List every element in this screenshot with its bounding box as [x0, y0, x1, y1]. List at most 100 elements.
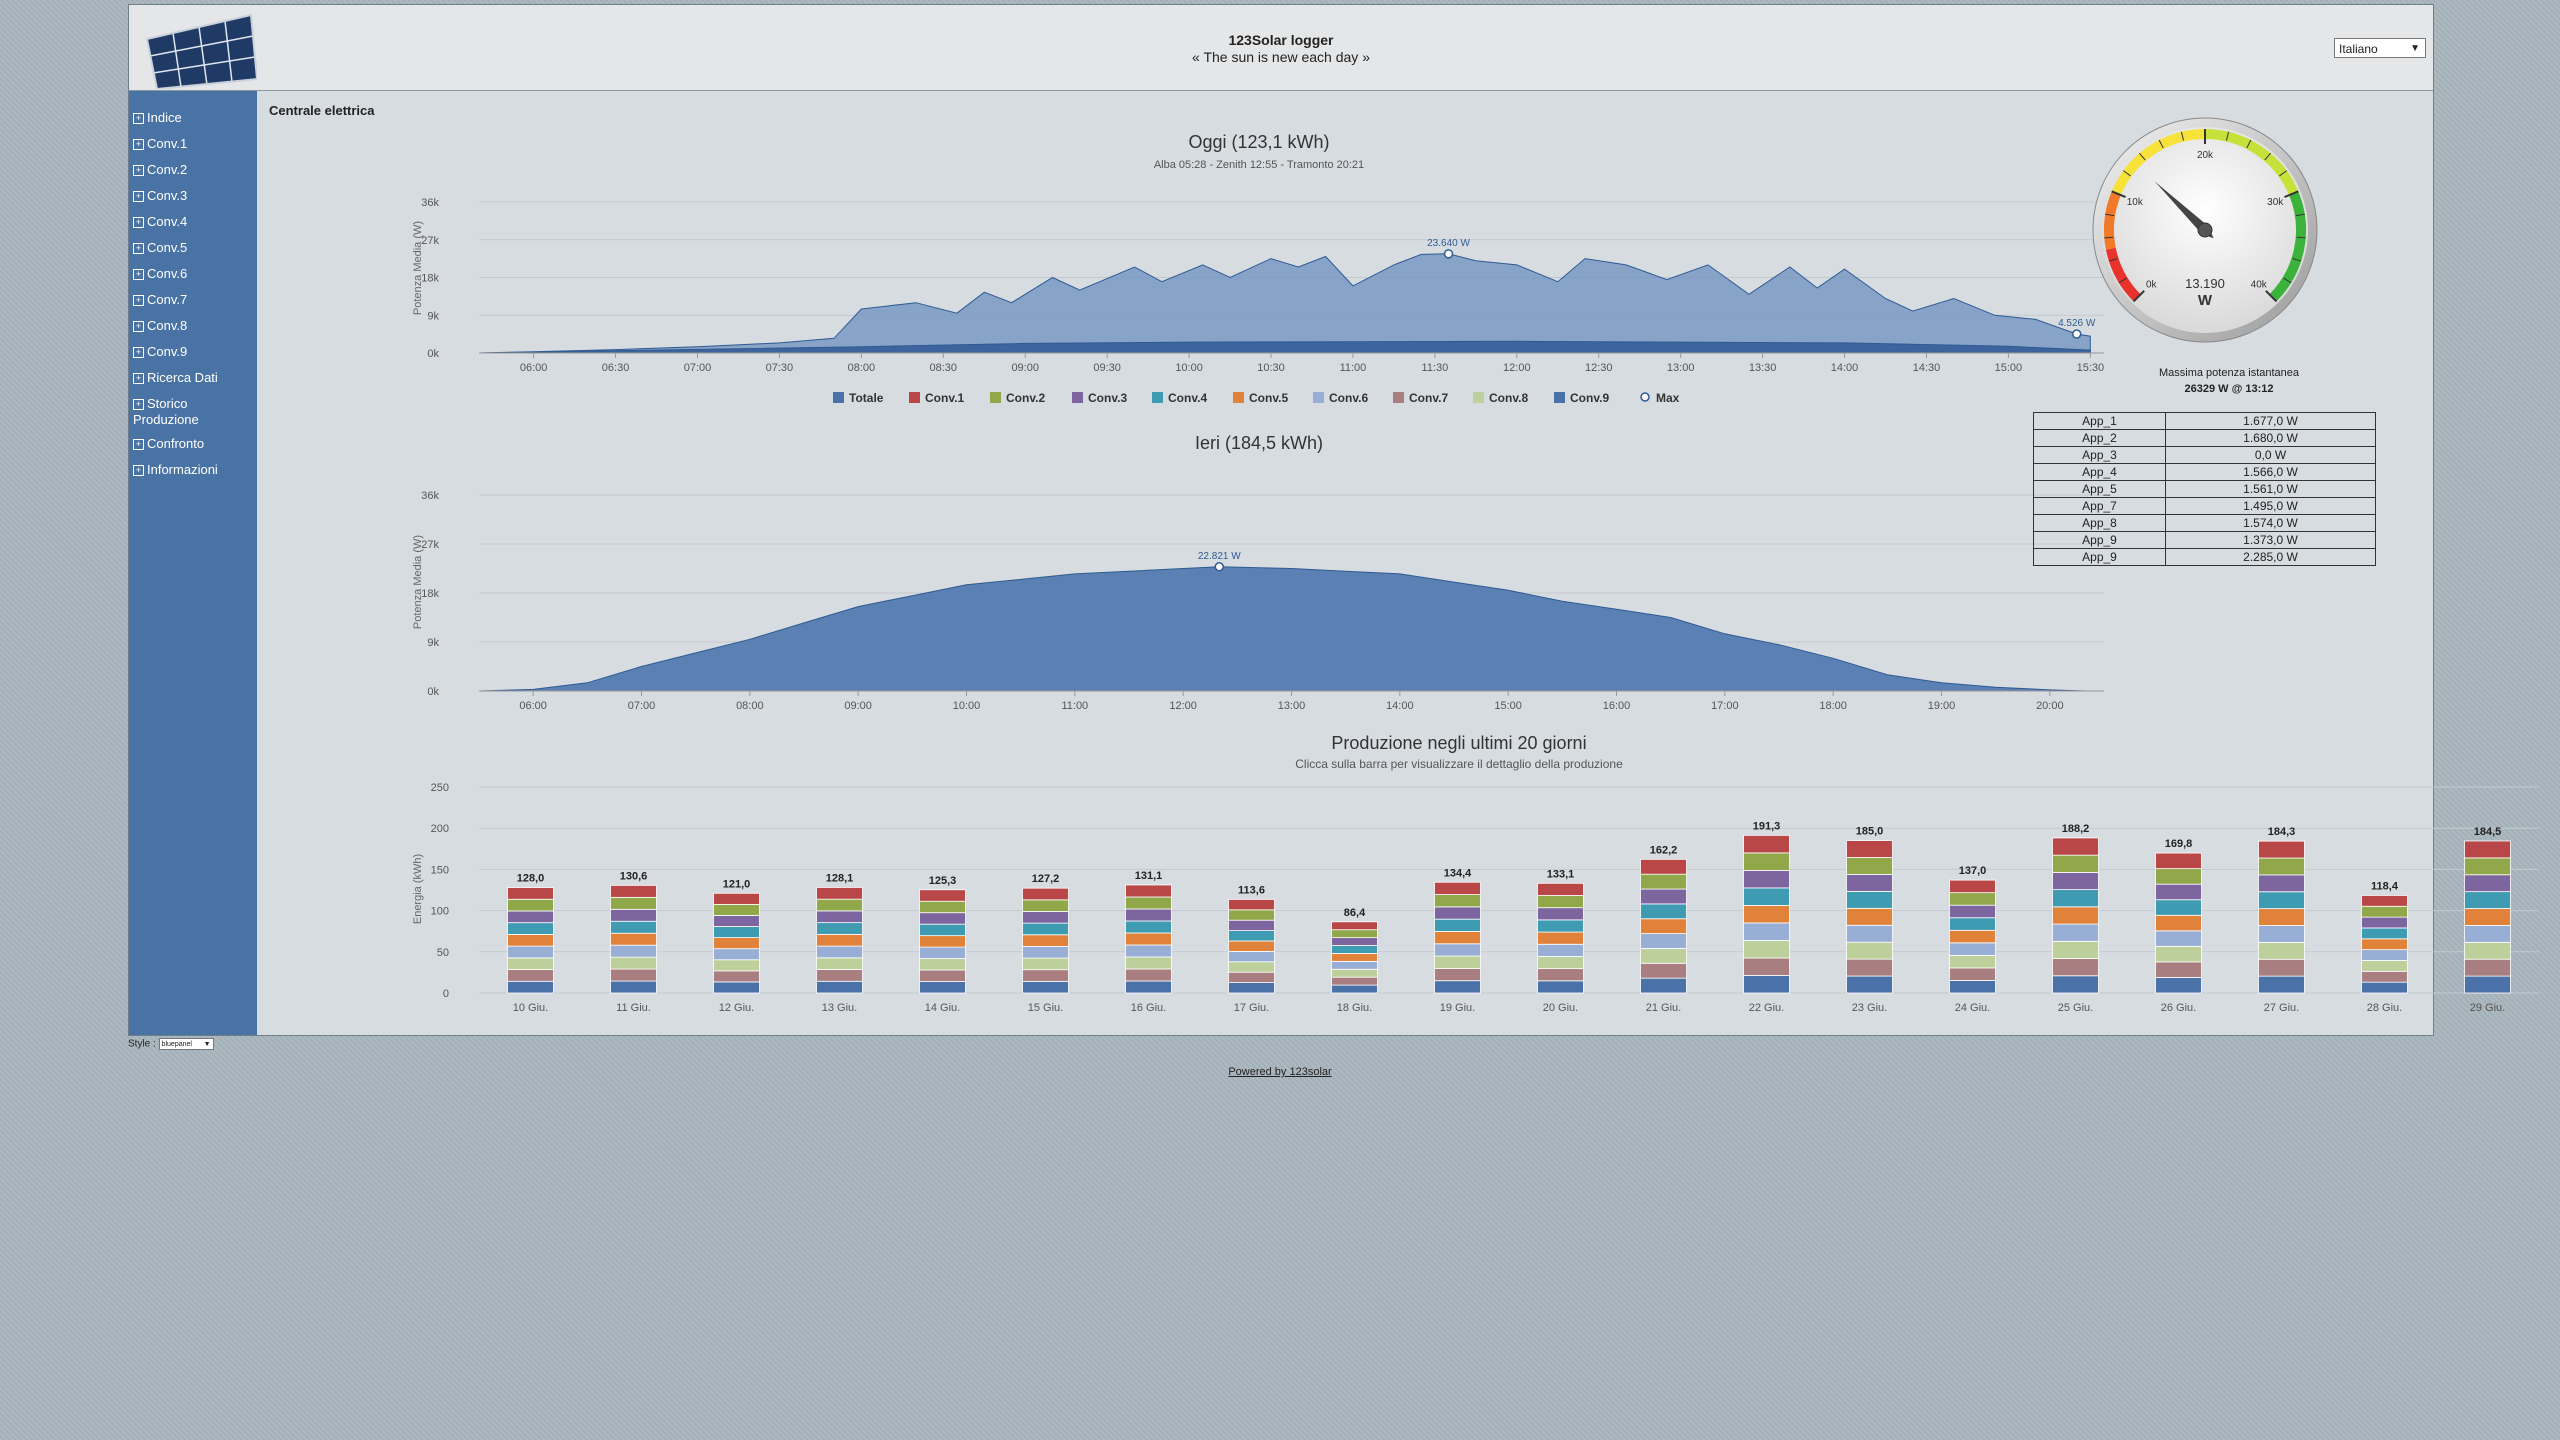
bar-segment[interactable]	[1537, 895, 1584, 909]
bar-segment[interactable]	[1022, 969, 1069, 982]
sidebar-item-conv6[interactable]: + Conv.6	[133, 266, 253, 282]
sidebar-item-conv5[interactable]: + Conv.5	[133, 240, 253, 256]
bar-segment[interactable]	[816, 980, 863, 994]
bar-segment[interactable]	[1125, 884, 1172, 898]
sidebar-item-conv7[interactable]: + Conv.7	[133, 292, 253, 308]
bar-segment[interactable]	[816, 887, 863, 900]
bar-segment[interactable]	[1434, 943, 1481, 957]
bar-segment[interactable]	[1228, 982, 1275, 994]
legend-item[interactable]: Totale	[849, 391, 884, 405]
sidebar-item-ricerca-dati[interactable]: + Ricerca Dati	[133, 370, 253, 386]
bar-day[interactable]	[2258, 840, 2305, 994]
bar-segment[interactable]	[919, 889, 966, 902]
bar-segment[interactable]	[1434, 967, 1481, 982]
bar-segment[interactable]	[2258, 958, 2305, 977]
bar-segment[interactable]	[713, 970, 760, 983]
bar-segment[interactable]	[713, 937, 760, 950]
bar-segment[interactable]	[713, 903, 760, 916]
bar-segment[interactable]	[713, 948, 760, 961]
bar-segment[interactable]	[1743, 852, 1790, 871]
bar-segment[interactable]	[1640, 962, 1687, 979]
bar-segment[interactable]	[610, 968, 657, 982]
powered-by-link[interactable]: Powered by 123solar	[1228, 1066, 1332, 1078]
bar-segment[interactable]	[1949, 879, 1996, 894]
bar-segment[interactable]	[1228, 940, 1275, 952]
bar-segment[interactable]	[1125, 944, 1172, 958]
bar-segment[interactable]	[1331, 976, 1378, 986]
bar-segment[interactable]	[2155, 977, 2202, 994]
bar-segment[interactable]	[2361, 895, 2408, 907]
bar-segment[interactable]	[2052, 871, 2099, 891]
bar-segment[interactable]	[1537, 956, 1584, 970]
bar-segment[interactable]	[1125, 980, 1172, 994]
bar-segment[interactable]	[816, 922, 863, 935]
bar-segment[interactable]	[1434, 906, 1481, 920]
bar-segment[interactable]	[1537, 931, 1584, 945]
bar-segment[interactable]	[1846, 924, 1893, 943]
bar-segment[interactable]	[1228, 909, 1275, 921]
bar-segment[interactable]	[816, 898, 863, 912]
bar-segment[interactable]	[1846, 857, 1893, 875]
bar-segment[interactable]	[1846, 941, 1893, 960]
bar-segment[interactable]	[1022, 934, 1069, 947]
bar-segment[interactable]	[1125, 932, 1172, 946]
bar-segment[interactable]	[1228, 971, 1275, 983]
bar-day[interactable]	[1640, 858, 1687, 994]
bar-segment[interactable]	[1640, 888, 1687, 905]
bar-segment[interactable]	[1228, 898, 1275, 911]
bar-segment[interactable]	[2155, 883, 2202, 901]
bar-segment[interactable]	[1537, 919, 1584, 933]
bar-segment[interactable]	[1640, 873, 1687, 890]
bar-segment[interactable]	[919, 969, 966, 982]
bar-segment[interactable]	[1434, 894, 1481, 908]
bar-segment[interactable]	[1331, 984, 1378, 994]
bar-segment[interactable]	[610, 884, 657, 898]
bar-segment[interactable]	[2464, 857, 2511, 876]
bar-segment[interactable]	[1949, 892, 1996, 906]
bar-day[interactable]	[1537, 882, 1584, 994]
bar-segment[interactable]	[1331, 937, 1378, 946]
legend-item[interactable]: Conv.9	[1570, 391, 1609, 405]
bar-segment[interactable]	[1537, 943, 1584, 957]
bar-segment[interactable]	[1949, 917, 1996, 931]
bar-day[interactable]	[1331, 921, 1378, 994]
legend-item[interactable]: Conv.7	[1409, 391, 1448, 405]
bar-segment[interactable]	[1434, 881, 1481, 895]
bar-segment[interactable]	[1537, 907, 1584, 921]
bar-day[interactable]	[610, 884, 657, 994]
bar-segment[interactable]	[713, 926, 760, 939]
bar-segment[interactable]	[919, 981, 966, 994]
bar-segment[interactable]	[610, 944, 657, 958]
bar-segment[interactable]	[816, 910, 863, 924]
bar-segment[interactable]	[1125, 920, 1172, 934]
bar-segment[interactable]	[2464, 941, 2511, 960]
bar-segment[interactable]	[1640, 903, 1687, 920]
legend-item[interactable]: Conv.6	[1329, 391, 1368, 405]
bar-segment[interactable]	[507, 957, 554, 970]
bar-segment[interactable]	[1331, 929, 1378, 939]
bar-segment[interactable]	[2052, 975, 2099, 994]
bar-segment[interactable]	[1846, 874, 1893, 892]
bar-segment[interactable]	[1022, 899, 1069, 912]
bar-segment[interactable]	[1228, 961, 1275, 973]
bar-segment[interactable]	[1640, 858, 1687, 875]
bar-segment[interactable]	[2155, 899, 2202, 916]
bar-segment[interactable]	[507, 969, 554, 982]
bar-segment[interactable]	[2361, 970, 2408, 983]
bar-day[interactable]	[1949, 879, 1996, 994]
bar-day[interactable]	[507, 887, 554, 994]
bar-segment[interactable]	[610, 956, 657, 970]
bar-day[interactable]	[1743, 834, 1790, 994]
bar-segment[interactable]	[1743, 869, 1790, 889]
bar-segment[interactable]	[1228, 919, 1275, 931]
bar-segment[interactable]	[713, 959, 760, 972]
bar-segment[interactable]	[1125, 956, 1172, 970]
sidebar-item-conv8[interactable]: + Conv.8	[133, 318, 253, 334]
bar-day[interactable]	[1846, 840, 1893, 994]
bar-segment[interactable]	[2464, 874, 2511, 893]
legend-item[interactable]: Conv.5	[1249, 391, 1288, 405]
bar-segment[interactable]	[2258, 840, 2305, 859]
bar-segment[interactable]	[2464, 925, 2511, 943]
bar-segment[interactable]	[1331, 953, 1378, 962]
bar-segment[interactable]	[2464, 958, 2511, 977]
